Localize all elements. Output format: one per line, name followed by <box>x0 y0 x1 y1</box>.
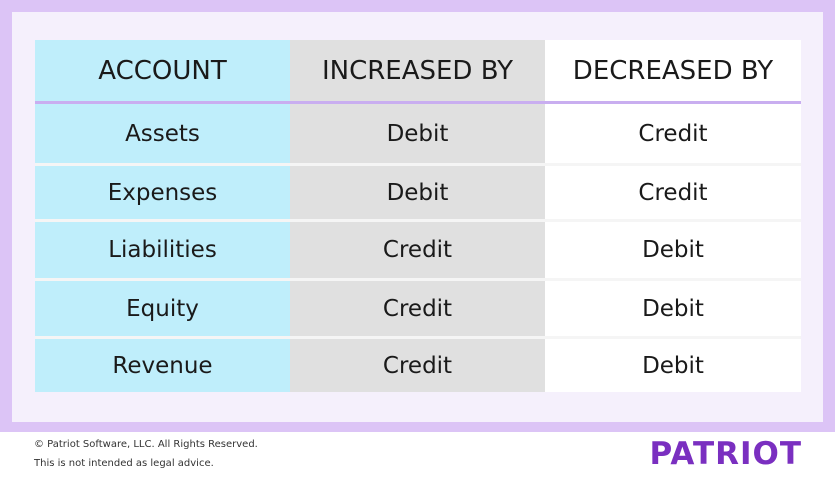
logo: PATRIOT <box>649 436 802 472</box>
copyright: © Patriot Software, LLC. All Rights Rese… <box>34 439 258 450</box>
table-row: Revenue Credit Debit <box>35 336 801 392</box>
table-row: Equity Credit Debit <box>35 278 801 336</box>
table-cell: Debit <box>545 219 801 278</box>
table-row: Expenses Debit Credit <box>35 163 801 219</box>
header-cell: ACCOUNT <box>35 40 290 101</box>
header-row: ACCOUNT INCREASED BY DECREASED BY <box>35 40 801 101</box>
table-cell: Equity <box>35 278 290 336</box>
table-cell: Expenses <box>35 163 290 219</box>
table-cell: Debit <box>290 104 545 163</box>
table-cell: Credit <box>545 163 801 219</box>
table-row: Assets Debit Credit <box>35 104 801 163</box>
table-cell: Credit <box>545 104 801 163</box>
header-cell: DECREASED BY <box>545 40 801 101</box>
header-cell: INCREASED BY <box>290 40 545 101</box>
table-cell: Liabilities <box>35 219 290 278</box>
table-cell: Debit <box>545 336 801 392</box>
table: ACCOUNT INCREASED BY DECREASED BY Assets Deb… <box>35 40 801 392</box>
table-row: Liabilities Credit Debit <box>35 219 801 278</box>
table-cell: Debit <box>290 163 545 219</box>
table-cell: Revenue <box>35 336 290 392</box>
disclaimer: This is not intended as legal advice. <box>34 458 214 469</box>
table-cell: Credit <box>290 278 545 336</box>
table-cell: Debit <box>545 278 801 336</box>
table-cell: Credit <box>290 219 545 278</box>
header-divider <box>35 101 801 104</box>
table-cell: Assets <box>35 104 290 163</box>
table-cell: Credit <box>290 336 545 392</box>
